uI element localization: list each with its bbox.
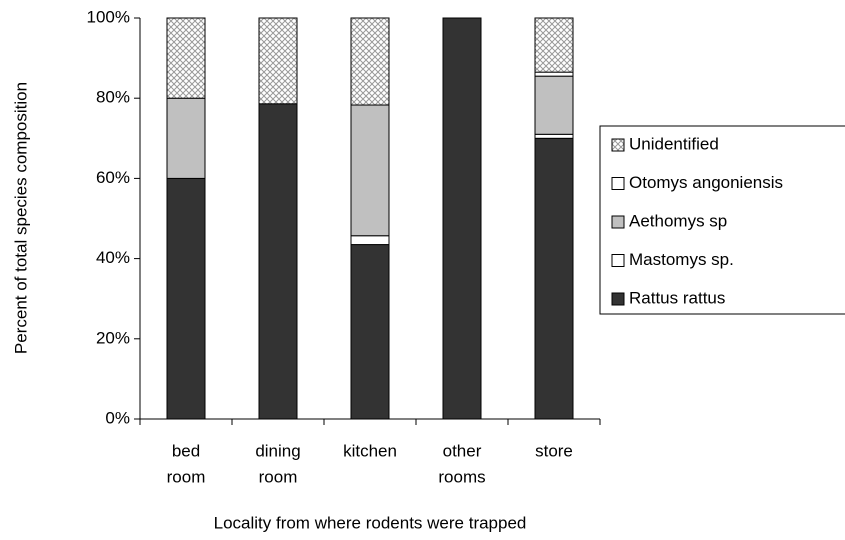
legend-swatch — [611, 292, 625, 306]
bar-segment — [534, 75, 574, 135]
x-tick-label: room — [167, 467, 206, 486]
y-tick-label: 100% — [87, 7, 130, 26]
legend-swatch — [611, 254, 625, 267]
y-axis-title: Percent of total species composition — [11, 82, 30, 354]
y-tick-label: 40% — [96, 248, 130, 267]
x-tick-label: rooms — [438, 467, 485, 486]
legend-label: Unidentified — [629, 134, 719, 153]
bar-segment — [350, 244, 390, 420]
x-tick-label: bed — [172, 441, 200, 460]
x-tick-label: room — [259, 467, 298, 486]
bar-segment — [166, 177, 206, 420]
y-tick-label: 0% — [105, 408, 130, 427]
x-tick-label: kitchen — [343, 441, 397, 460]
legend-label: Rattus rattus — [629, 288, 725, 307]
bar-segment — [350, 104, 390, 237]
y-tick-label: 80% — [96, 88, 130, 107]
x-tick-label: store — [535, 441, 573, 460]
bar-segment — [534, 137, 574, 420]
x-tick-label: other — [443, 441, 482, 460]
bar-segment — [534, 17, 574, 73]
bar-segment — [166, 17, 206, 99]
legend-swatch — [611, 177, 625, 190]
bar-segment — [350, 17, 390, 106]
legend-swatch — [611, 138, 625, 152]
legend-box — [599, 125, 845, 315]
x-axis-title: Locality from where rodents were trapped — [214, 513, 527, 532]
legend-label: Mastomys sp. — [629, 250, 734, 269]
bar-segment — [258, 17, 298, 105]
y-tick-label: 20% — [96, 328, 130, 347]
bar-segment — [534, 71, 574, 77]
bar-segment — [258, 103, 298, 420]
bar-segment — [442, 17, 482, 420]
bar-segment — [166, 97, 206, 179]
legend-swatch — [611, 215, 625, 229]
x-tick-label: dining — [255, 441, 300, 460]
y-tick-label: 60% — [96, 168, 130, 187]
bar-segment — [534, 133, 574, 139]
bar-segment — [350, 235, 390, 246]
legend-label: Otomys angoniensis — [629, 173, 783, 192]
legend-label: Aethomys sp — [629, 211, 727, 230]
